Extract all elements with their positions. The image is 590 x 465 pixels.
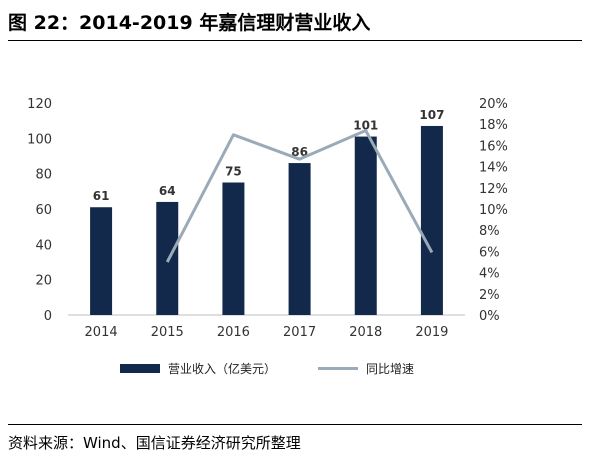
y-axis-tick-label: 0: [44, 309, 52, 324]
y2-axis-tick-label: 18%: [479, 118, 508, 133]
y2-axis-tick-label: 6%: [479, 245, 500, 260]
y-axis-tick-label: 40: [35, 238, 52, 253]
y2-axis-tick-label: 16%: [479, 139, 508, 154]
bar-data-label: 64: [159, 184, 176, 198]
figure-title: 图 22：2014-2019 年嘉信理财营业收入: [8, 12, 371, 34]
y2-axis-tick-label: 12%: [479, 182, 508, 197]
source-note: 资料来源：Wind、国信证券经济研究所整理: [8, 434, 301, 452]
x-axis-tick-label: 2019: [415, 325, 448, 340]
x-axis-tick-label: 2015: [151, 325, 184, 340]
y-axis-tick-label: 100: [27, 132, 52, 147]
legend-label-revenue: 营业收入（亿美元）: [168, 361, 276, 376]
y2-axis-tick-label: 0%: [479, 309, 500, 324]
revenue-bar: [156, 201, 179, 315]
bar-data-label: 75: [225, 165, 242, 179]
growth-line: [165, 129, 434, 263]
y2-axis-tick-label: 14%: [479, 161, 508, 176]
y2-axis-tick-label: 4%: [479, 267, 500, 282]
y2-axis-tick-label: 8%: [479, 224, 500, 239]
bar-data-label: 101: [353, 119, 378, 133]
revenue-bar: [222, 182, 245, 315]
legend-swatch-revenue: [120, 364, 160, 373]
y2-axis-tick-label: 10%: [479, 203, 508, 218]
x-axis-tick-label: 2014: [85, 325, 118, 340]
bar-data-label: 86: [291, 145, 308, 159]
y-axis-tick-label: 60: [35, 203, 52, 218]
revenue-bar: [354, 136, 377, 315]
source-rule: [8, 424, 582, 425]
title-rule: [8, 40, 582, 41]
y2-axis-tick-label: 2%: [479, 288, 500, 303]
y-axis-tick-label: 80: [35, 168, 52, 183]
x-axis-tick-label: 2016: [217, 325, 250, 340]
revenue-bar: [420, 125, 443, 315]
y-axis-tick-label: 120: [27, 97, 52, 112]
revenue-bar: [288, 163, 311, 315]
bar-data-label: 61: [93, 189, 110, 203]
legend-label-growth: 同比增速: [366, 362, 414, 376]
revenue-bar: [90, 207, 113, 315]
x-axis-tick-label: 2018: [349, 325, 382, 340]
y-axis-tick-label: 20: [35, 274, 52, 289]
x-axis-tick-label: 2017: [283, 325, 316, 340]
bar-data-label: 107: [419, 108, 444, 122]
y2-axis-tick-label: 20%: [479, 97, 508, 112]
